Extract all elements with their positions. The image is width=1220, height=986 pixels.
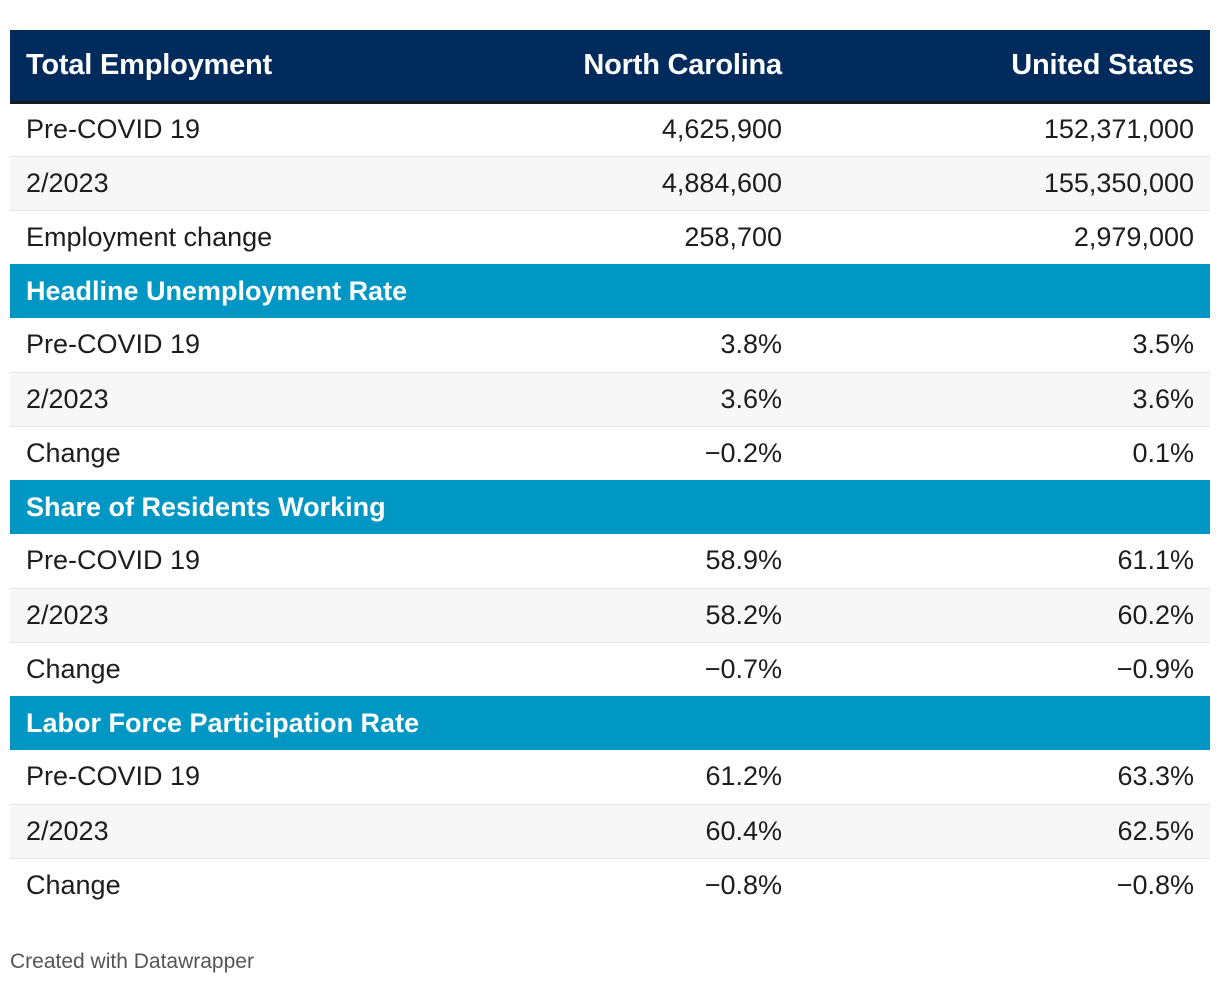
section-header-row: Headline Unemployment Rate [10, 264, 1210, 318]
row-label: 2/2023 [10, 372, 485, 427]
header-north-carolina: North Carolina [485, 30, 798, 104]
table-row: Change −0.7% −0.9% [10, 642, 1210, 696]
header-total-employment: Total Employment [10, 30, 485, 104]
row-label: 2/2023 [10, 804, 485, 859]
section-header-row: Share of Residents Working [10, 480, 1210, 534]
nc-value: 3.6% [485, 372, 798, 427]
table-row: Pre-COVID 19 58.9% 61.1% [10, 534, 1210, 589]
datawrapper-credit: Created with Datawrapper [10, 950, 254, 973]
section-header-row: Labor Force Participation Rate [10, 696, 1210, 750]
row-label: Change [26, 437, 121, 468]
employment-table: Total Employment North Carolina United S… [10, 30, 1210, 912]
nc-value: 258,700 [684, 221, 782, 252]
nc-value: 4,625,900 [485, 102, 798, 157]
row-label: Change [26, 653, 121, 684]
row-label: Pre-COVID 19 [10, 750, 485, 805]
table-row: Pre-COVID 19 3.8% 3.5% [10, 318, 1210, 373]
us-value: 62.5% [798, 804, 1210, 859]
row-label: 2/2023 [10, 156, 485, 211]
nc-value: −0.7% [704, 653, 782, 684]
table-row: 2/2023 4,884,600 155,350,000 [10, 156, 1210, 211]
employment-table-container: Total Employment North Carolina United S… [10, 30, 1210, 912]
nc-value: 61.2% [485, 750, 798, 805]
table-row: Pre-COVID 19 61.2% 63.3% [10, 750, 1210, 805]
table-row: Employment change 258,700 2,979,000 [10, 210, 1210, 264]
us-value: 3.5% [798, 318, 1210, 373]
us-value: −0.9% [1116, 653, 1194, 684]
table-row: 2/2023 60.4% 62.5% [10, 804, 1210, 859]
section-title-labor-force: Labor Force Participation Rate [26, 707, 420, 738]
row-label: Employment change [26, 221, 273, 252]
table-row: Pre-COVID 19 4,625,900 152,371,000 [10, 102, 1210, 157]
table-header-row: Total Employment North Carolina United S… [10, 30, 1210, 104]
row-label: Pre-COVID 19 [10, 534, 485, 589]
us-value: 3.6% [798, 372, 1210, 427]
table-row: Change −0.2% 0.1% [10, 426, 1210, 480]
nc-value: 58.2% [485, 588, 798, 643]
nc-value: 4,884,600 [485, 156, 798, 211]
us-value: 63.3% [798, 750, 1210, 805]
us-value: 152,371,000 [798, 102, 1210, 157]
nc-value: 60.4% [485, 804, 798, 859]
nc-value: 58.9% [485, 534, 798, 589]
us-value: 61.1% [798, 534, 1210, 589]
table-row: 2/2023 3.6% 3.6% [10, 372, 1210, 427]
header-united-states: United States [798, 30, 1210, 104]
nc-value: −0.8% [704, 869, 782, 900]
section-title-unemployment: Headline Unemployment Rate [26, 275, 408, 306]
us-value: 0.1% [1132, 437, 1194, 468]
table-row: 2/2023 58.2% 60.2% [10, 588, 1210, 643]
section-title-residents-working: Share of Residents Working [26, 491, 386, 522]
us-value: 60.2% [798, 588, 1210, 643]
table-row: Change −0.8% −0.8% [10, 858, 1210, 912]
nc-value: −0.2% [704, 437, 782, 468]
row-label: Pre-COVID 19 [10, 102, 485, 157]
us-value: 2,979,000 [1073, 221, 1194, 252]
us-value: 155,350,000 [798, 156, 1210, 211]
row-label: Pre-COVID 19 [10, 318, 485, 373]
row-label: Change [26, 869, 121, 900]
us-value: −0.8% [1116, 869, 1194, 900]
row-label: 2/2023 [10, 588, 485, 643]
nc-value: 3.8% [485, 318, 798, 373]
